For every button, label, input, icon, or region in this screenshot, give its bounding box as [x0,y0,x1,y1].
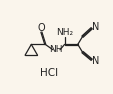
Text: O: O [37,23,45,33]
Text: N: N [91,22,98,32]
Text: N: N [91,56,98,66]
Text: NH₂: NH₂ [56,28,73,37]
Text: HCl: HCl [40,68,58,78]
Text: NH: NH [49,45,62,54]
